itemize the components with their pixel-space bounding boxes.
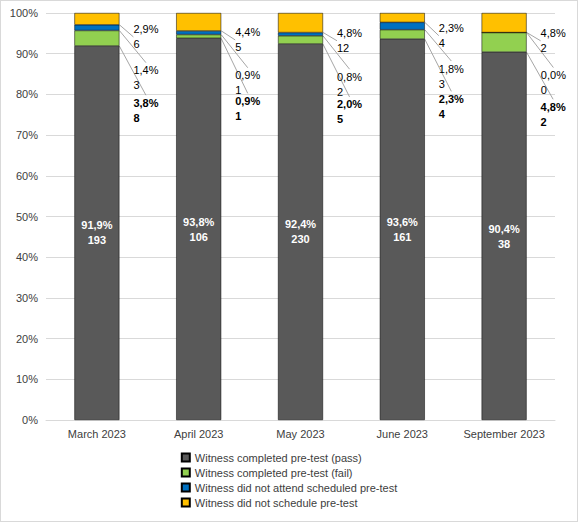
- svg-text:5: 5: [235, 41, 241, 53]
- svg-text:8: 8: [133, 112, 139, 124]
- svg-text:2,9%: 2,9%: [133, 23, 158, 35]
- svg-text:193: 193: [88, 234, 106, 246]
- svg-text:0,9%: 0,9%: [235, 95, 260, 107]
- svg-text:100%: 100%: [10, 7, 38, 19]
- svg-text:12: 12: [337, 42, 349, 54]
- svg-text:4,8%: 4,8%: [337, 27, 362, 39]
- svg-text:93,6%: 93,6%: [387, 216, 418, 228]
- svg-text:93,8%: 93,8%: [183, 216, 214, 228]
- svg-text:2: 2: [541, 42, 547, 54]
- svg-text:1: 1: [235, 84, 241, 96]
- svg-text:40%: 40%: [16, 251, 38, 263]
- svg-text:4,4%: 4,4%: [235, 26, 260, 38]
- svg-text:2,0%: 2,0%: [337, 98, 362, 110]
- svg-text:3: 3: [133, 79, 139, 91]
- svg-text:1: 1: [235, 110, 241, 122]
- svg-text:6: 6: [133, 38, 139, 50]
- svg-text:April 2023: April 2023: [174, 428, 224, 440]
- svg-text:20%: 20%: [16, 333, 38, 345]
- svg-text:50%: 50%: [16, 211, 38, 223]
- svg-text:92,4%: 92,4%: [285, 218, 316, 230]
- svg-text:Witness did not attend schedul: Witness did not attend scheduled pre-tes…: [195, 482, 397, 494]
- svg-text:2: 2: [337, 86, 343, 98]
- svg-text:38: 38: [498, 238, 510, 250]
- svg-text:161: 161: [393, 231, 411, 243]
- svg-text:80%: 80%: [16, 88, 38, 100]
- svg-text:70%: 70%: [16, 129, 38, 141]
- svg-text:90%: 90%: [16, 48, 38, 60]
- svg-text:4,8%: 4,8%: [541, 101, 566, 113]
- svg-text:60%: 60%: [16, 170, 38, 182]
- svg-text:September 2023: September 2023: [463, 428, 544, 440]
- svg-text:Witness did not schedule pre-t: Witness did not schedule pre-test: [195, 497, 358, 509]
- svg-text:Witness completed pre-test (pa: Witness completed pre-test (pass): [195, 452, 362, 464]
- svg-text:106: 106: [190, 231, 208, 243]
- svg-text:4: 4: [439, 108, 446, 120]
- svg-text:10%: 10%: [16, 373, 38, 385]
- svg-text:0,9%: 0,9%: [235, 69, 260, 81]
- svg-text:2: 2: [541, 116, 547, 128]
- svg-text:March 2023: March 2023: [68, 428, 126, 440]
- svg-text:4,8%: 4,8%: [541, 27, 566, 39]
- svg-text:0: 0: [541, 84, 547, 96]
- svg-text:June 2023: June 2023: [377, 428, 428, 440]
- svg-text:May 2023: May 2023: [276, 428, 324, 440]
- svg-text:0,0%: 0,0%: [541, 69, 566, 81]
- svg-text:30%: 30%: [16, 292, 38, 304]
- svg-text:90,4%: 90,4%: [488, 223, 519, 235]
- svg-text:5: 5: [337, 113, 343, 125]
- svg-text:0%: 0%: [22, 414, 38, 426]
- svg-text:Witness completed pre-test (fa: Witness completed pre-test (fail): [195, 467, 353, 479]
- svg-text:3,8%: 3,8%: [133, 97, 158, 109]
- svg-text:230: 230: [291, 233, 309, 245]
- svg-text:1,8%: 1,8%: [439, 63, 464, 75]
- svg-text:0,8%: 0,8%: [337, 71, 362, 83]
- svg-text:1,4%: 1,4%: [133, 64, 158, 76]
- svg-text:2,3%: 2,3%: [439, 93, 464, 105]
- svg-text:4: 4: [439, 37, 445, 49]
- svg-text:2,3%: 2,3%: [439, 22, 464, 34]
- svg-text:3: 3: [439, 78, 445, 90]
- svg-text:91,9%: 91,9%: [81, 219, 112, 231]
